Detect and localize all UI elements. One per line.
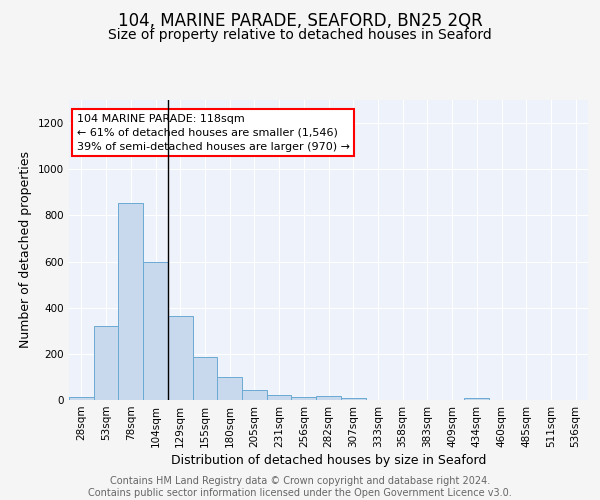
Bar [267,396,292,400]
Bar [316,396,341,400]
Bar [143,262,168,400]
Text: Contains HM Land Registry data © Crown copyright and database right 2024.
Contai: Contains HM Land Registry data © Crown c… [88,476,512,498]
Bar [217,377,242,400]
Bar [69,396,94,400]
Bar [292,396,316,400]
Bar [168,316,193,400]
X-axis label: Distribution of detached houses by size in Seaford: Distribution of detached houses by size … [171,454,486,467]
Bar [242,390,267,400]
Text: 104 MARINE PARADE: 118sqm
← 61% of detached houses are smaller (1,546)
39% of se: 104 MARINE PARADE: 118sqm ← 61% of detac… [77,114,350,152]
Bar [193,358,217,400]
Bar [341,398,365,400]
Bar [464,398,489,400]
Y-axis label: Number of detached properties: Number of detached properties [19,152,32,348]
Bar [118,202,143,400]
Text: 104, MARINE PARADE, SEAFORD, BN25 2QR: 104, MARINE PARADE, SEAFORD, BN25 2QR [118,12,482,30]
Bar [94,326,118,400]
Text: Size of property relative to detached houses in Seaford: Size of property relative to detached ho… [108,28,492,42]
